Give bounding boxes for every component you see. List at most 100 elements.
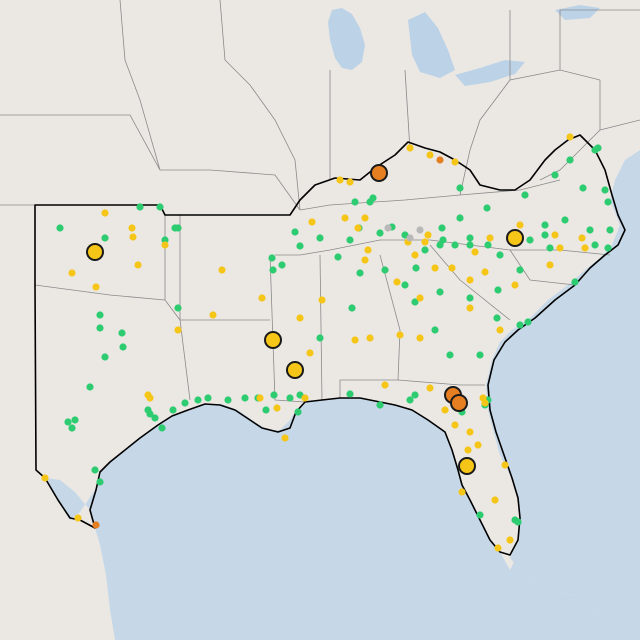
small-point-marker-icon[interactable] (161, 236, 169, 244)
small-point-marker-icon[interactable] (496, 251, 504, 259)
small-point-marker-icon[interactable] (262, 406, 270, 414)
small-point-marker-icon[interactable] (146, 410, 154, 418)
small-point-marker-icon[interactable] (348, 304, 356, 312)
small-point-marker-icon[interactable] (68, 269, 76, 277)
small-point-marker-icon[interactable] (101, 353, 109, 361)
small-point-marker-icon[interactable] (606, 226, 614, 234)
small-point-marker-icon[interactable] (451, 421, 459, 429)
small-point-marker-icon[interactable] (466, 234, 474, 242)
small-point-marker-icon[interactable] (281, 434, 289, 442)
small-point-marker-icon[interactable] (486, 234, 494, 242)
small-point-marker-icon[interactable] (421, 246, 429, 254)
small-point-marker-icon[interactable] (296, 242, 304, 250)
small-point-marker-icon[interactable] (466, 276, 474, 284)
small-point-marker-icon[interactable] (381, 266, 389, 274)
small-point-marker-icon[interactable] (441, 406, 449, 414)
small-point-marker-icon[interactable] (561, 216, 569, 224)
small-point-marker-icon[interactable] (516, 221, 524, 229)
small-point-marker-icon[interactable] (451, 158, 459, 166)
small-point-marker-icon[interactable] (578, 234, 586, 242)
small-point-marker-icon[interactable] (516, 266, 524, 274)
small-point-marker-icon[interactable] (416, 294, 424, 302)
small-point-marker-icon[interactable] (524, 318, 532, 326)
small-point-marker-icon[interactable] (68, 424, 76, 432)
large-circle-marker-icon[interactable] (264, 331, 282, 349)
small-point-marker-icon[interactable] (278, 261, 286, 269)
small-point-marker-icon[interactable] (501, 461, 509, 469)
small-point-marker-icon[interactable] (101, 209, 109, 217)
small-point-marker-icon[interactable] (346, 178, 354, 186)
small-point-marker-icon[interactable] (171, 224, 179, 232)
small-point-marker-icon[interactable] (269, 266, 277, 274)
small-point-marker-icon[interactable] (334, 253, 342, 261)
small-point-marker-icon[interactable] (416, 334, 424, 342)
small-point-marker-icon[interactable] (466, 241, 474, 249)
small-point-marker-icon[interactable] (270, 391, 278, 399)
small-point-marker-icon[interactable] (431, 264, 439, 272)
small-point-marker-icon[interactable] (431, 326, 439, 334)
small-point-marker-icon[interactable] (174, 304, 182, 312)
small-point-marker-icon[interactable] (376, 229, 384, 237)
small-point-marker-icon[interactable] (546, 244, 554, 252)
small-point-marker-icon[interactable] (511, 281, 519, 289)
small-point-marker-icon[interactable] (301, 394, 309, 402)
small-point-marker-icon[interactable] (464, 446, 472, 454)
small-point-marker-icon[interactable] (346, 236, 354, 244)
small-point-marker-icon[interactable] (491, 496, 499, 504)
small-point-marker-icon[interactable] (369, 194, 377, 202)
small-point-marker-icon[interactable] (496, 326, 504, 334)
small-point-marker-icon[interactable] (146, 394, 154, 402)
small-point-marker-icon[interactable] (268, 254, 276, 262)
small-point-marker-icon[interactable] (439, 236, 447, 244)
small-point-marker-icon[interactable] (291, 228, 299, 236)
small-point-marker-icon[interactable] (96, 324, 104, 332)
small-point-marker-icon[interactable] (579, 184, 587, 192)
small-point-marker-icon[interactable] (406, 396, 414, 404)
small-point-marker-icon[interactable] (318, 296, 326, 304)
small-point-marker-icon[interactable] (416, 226, 424, 234)
small-point-marker-icon[interactable] (366, 334, 374, 342)
small-point-marker-icon[interactable] (364, 246, 372, 254)
small-point-marker-icon[interactable] (412, 264, 420, 272)
small-point-marker-icon[interactable] (604, 244, 612, 252)
small-point-marker-icon[interactable] (356, 269, 364, 277)
small-point-marker-icon[interactable] (521, 191, 529, 199)
small-point-marker-icon[interactable] (411, 251, 419, 259)
small-point-marker-icon[interactable] (396, 331, 404, 339)
small-point-marker-icon[interactable] (161, 241, 169, 249)
small-point-marker-icon[interactable] (74, 514, 82, 522)
small-point-marker-icon[interactable] (436, 288, 444, 296)
small-point-marker-icon[interactable] (346, 390, 354, 398)
small-point-marker-icon[interactable] (411, 298, 419, 306)
small-point-marker-icon[interactable] (481, 399, 489, 407)
small-point-marker-icon[interactable] (224, 396, 232, 404)
small-point-marker-icon[interactable] (156, 203, 164, 211)
small-point-marker-icon[interactable] (514, 518, 522, 526)
small-point-marker-icon[interactable] (551, 171, 559, 179)
small-point-marker-icon[interactable] (436, 156, 444, 164)
small-point-marker-icon[interactable] (96, 478, 104, 486)
small-point-marker-icon[interactable] (241, 394, 249, 402)
small-point-marker-icon[interactable] (424, 231, 432, 239)
small-point-marker-icon[interactable] (119, 343, 127, 351)
large-circle-marker-icon[interactable] (506, 229, 524, 247)
small-point-marker-icon[interactable] (158, 424, 166, 432)
small-point-marker-icon[interactable] (86, 383, 94, 391)
large-circle-marker-icon[interactable] (286, 361, 304, 379)
small-point-marker-icon[interactable] (466, 294, 474, 302)
small-point-marker-icon[interactable] (316, 334, 324, 342)
small-point-marker-icon[interactable] (494, 544, 502, 552)
small-point-marker-icon[interactable] (586, 226, 594, 234)
small-point-marker-icon[interactable] (351, 198, 359, 206)
small-point-marker-icon[interactable] (118, 329, 126, 337)
small-point-marker-icon[interactable] (308, 218, 316, 226)
small-point-marker-icon[interactable] (566, 133, 574, 141)
small-point-marker-icon[interactable] (438, 224, 446, 232)
small-point-marker-icon[interactable] (601, 186, 609, 194)
small-point-marker-icon[interactable] (466, 428, 474, 436)
small-point-marker-icon[interactable] (474, 441, 482, 449)
small-point-marker-icon[interactable] (194, 396, 202, 404)
small-point-marker-icon[interactable] (481, 268, 489, 276)
small-point-marker-icon[interactable] (336, 176, 344, 184)
small-point-marker-icon[interactable] (256, 394, 264, 402)
